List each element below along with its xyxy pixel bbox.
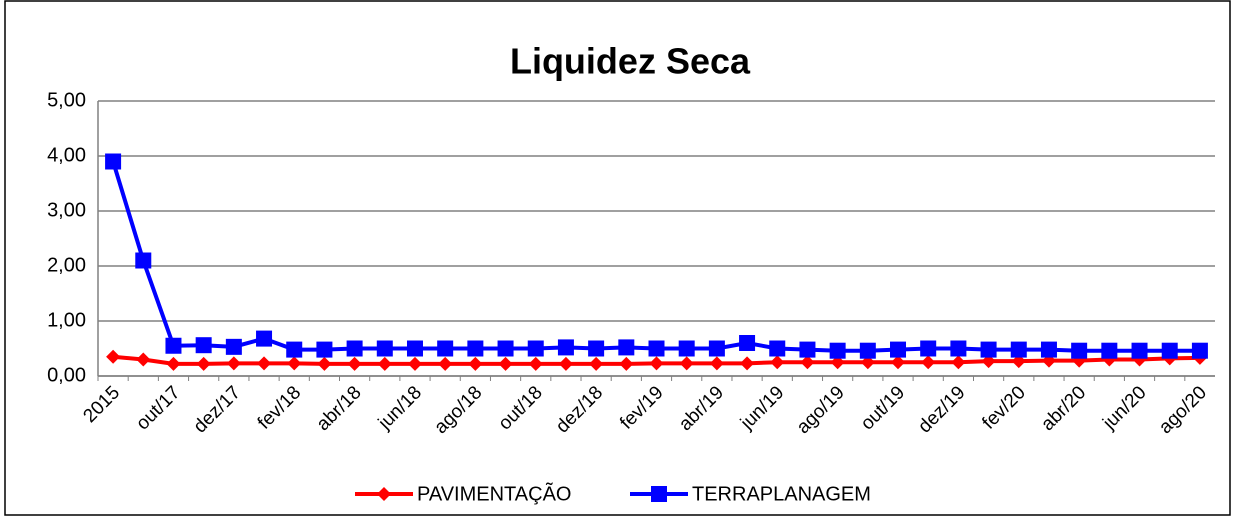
data-point — [106, 349, 121, 364]
data-point — [497, 340, 514, 357]
data-point — [135, 252, 152, 269]
data-point — [951, 355, 966, 370]
data-point — [105, 153, 122, 170]
data-point — [347, 356, 362, 371]
data-point — [377, 356, 392, 371]
chart-title: Liquidez Seca — [510, 41, 751, 82]
data-point — [739, 335, 756, 351]
data-point — [981, 354, 996, 369]
data-point — [406, 340, 423, 357]
data-point — [196, 356, 211, 371]
data-point — [557, 339, 574, 356]
data-point — [287, 356, 302, 371]
data-point — [649, 356, 664, 371]
data-point — [740, 356, 755, 371]
data-point — [257, 356, 272, 371]
data-point — [769, 340, 786, 357]
data-point — [286, 341, 303, 358]
data-point — [1161, 342, 1178, 359]
legend-marker — [377, 487, 391, 501]
data-point — [226, 356, 241, 371]
chart-border — [4, 0, 1231, 516]
y-tick-label: 3,00 — [47, 199, 86, 221]
data-point — [648, 340, 665, 357]
data-point — [859, 342, 876, 359]
data-point — [528, 356, 543, 371]
data-point — [407, 356, 422, 371]
data-point — [980, 341, 997, 358]
data-point — [467, 340, 484, 357]
data-point — [890, 341, 907, 358]
y-tick-label: 1,00 — [47, 309, 86, 331]
data-point — [770, 355, 785, 370]
data-point — [498, 356, 513, 371]
data-point — [376, 340, 393, 357]
data-point — [678, 340, 695, 357]
data-point — [618, 339, 635, 356]
data-point — [588, 340, 605, 357]
data-point — [1010, 341, 1027, 358]
data-point — [921, 355, 936, 370]
data-point — [438, 356, 453, 371]
data-point — [1040, 341, 1057, 358]
data-point — [1071, 342, 1088, 359]
data-point — [225, 338, 242, 355]
data-point — [679, 356, 694, 371]
data-point — [1131, 342, 1148, 359]
data-point — [709, 356, 724, 371]
data-point — [800, 355, 815, 370]
data-point — [830, 355, 845, 370]
data-point — [891, 355, 906, 370]
data-point — [437, 340, 454, 357]
legend-marker — [651, 486, 667, 502]
data-point — [558, 356, 573, 371]
y-tick-label: 4,00 — [47, 144, 86, 166]
data-point — [346, 340, 363, 357]
data-point — [1191, 342, 1208, 359]
y-tick-label: 0,00 — [47, 364, 86, 386]
data-point — [829, 342, 846, 359]
data-point — [195, 337, 212, 354]
data-point — [256, 330, 273, 347]
data-point — [799, 341, 816, 358]
legend-label: PAVIMENTAÇÃO — [417, 481, 571, 505]
y-tick-label: 2,00 — [47, 254, 86, 276]
data-point — [136, 352, 151, 367]
data-point — [1101, 342, 1118, 359]
data-point — [950, 340, 967, 357]
data-point — [860, 355, 875, 370]
data-point — [317, 356, 332, 371]
data-point — [316, 341, 333, 358]
data-point — [527, 340, 544, 357]
data-point — [1011, 354, 1026, 369]
data-point — [166, 356, 181, 371]
data-point — [589, 356, 604, 371]
legend-label: TERRAPLANAGEM — [692, 483, 871, 505]
data-point — [165, 337, 182, 354]
data-point — [468, 356, 483, 371]
data-point — [920, 340, 937, 357]
data-point — [708, 340, 725, 357]
data-point — [619, 356, 634, 371]
y-tick-label: 5,00 — [47, 89, 86, 111]
